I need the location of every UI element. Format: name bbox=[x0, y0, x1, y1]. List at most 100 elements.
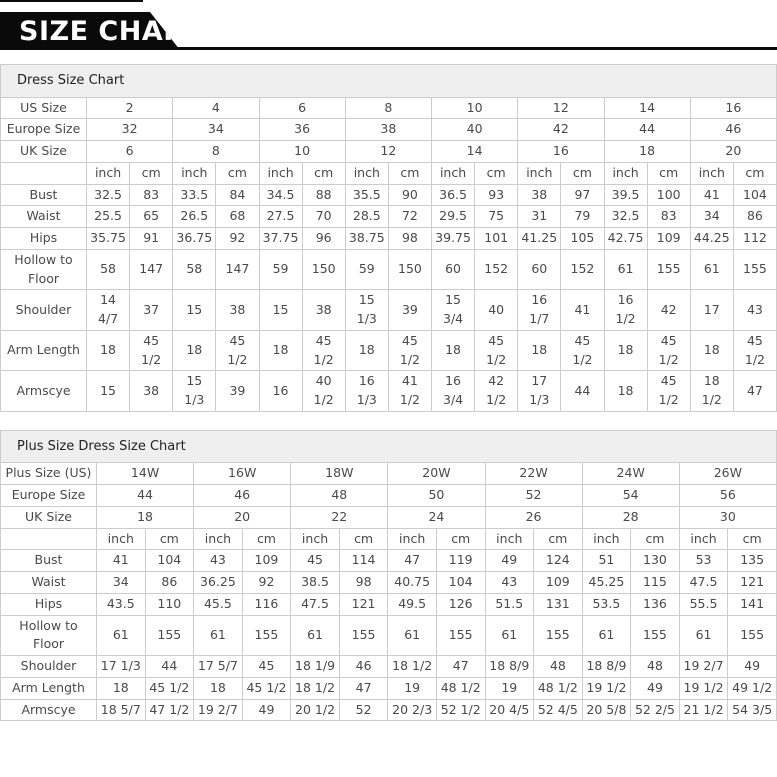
measure-value-cell: 104 bbox=[732, 183, 777, 207]
size-value-cell: 20 bbox=[193, 505, 292, 529]
measure-value-cell: 49.5 bbox=[387, 592, 437, 616]
measure-value-cell: 18 bbox=[193, 676, 243, 700]
unit-header-cell: inch bbox=[96, 527, 146, 551]
measure-row: Armscye 18 5/7 47 1/2 19 2/7 49 20 1/2 52 20 2/… bbox=[0, 698, 777, 722]
unit-header-cell: inch bbox=[172, 161, 217, 185]
measure-value-cell: 45 1/2 bbox=[301, 329, 346, 372]
row-label: Hollow to Floor bbox=[0, 248, 87, 291]
measure-value-cell: 49 1/2 bbox=[727, 676, 777, 700]
measure-value-cell: 41 bbox=[689, 183, 734, 207]
measure-value-cell: 20 1/2 bbox=[290, 698, 340, 722]
measure-value-cell: 41 bbox=[96, 549, 146, 572]
measure-value-cell: 90 bbox=[387, 183, 433, 207]
measure-value-cell: 18 5/7 bbox=[96, 698, 146, 722]
measure-value-cell: 15 bbox=[258, 289, 303, 331]
measure-value-cell: 45 1/2 bbox=[241, 676, 292, 700]
measure-value-cell: 61 bbox=[193, 614, 243, 656]
size-value-cell: 18W bbox=[290, 462, 389, 485]
measure-value-cell: 45 1/2 bbox=[144, 676, 195, 700]
measure-value-cell: 47.5 bbox=[678, 571, 729, 594]
row-label bbox=[0, 161, 87, 185]
unit-header-cell: cm bbox=[129, 161, 174, 185]
measure-value-cell: 155 bbox=[727, 614, 777, 656]
row-label: Hips bbox=[0, 227, 87, 250]
measure-value-cell: 96 bbox=[301, 227, 346, 250]
measure-value-cell: 68 bbox=[215, 205, 260, 228]
measure-value-cell: 48 1/2 bbox=[435, 676, 486, 700]
measure-value-cell: 19 bbox=[484, 676, 535, 700]
size-value-cell: 48 bbox=[290, 484, 389, 507]
measure-value-cell: 29.5 bbox=[430, 205, 476, 228]
table-title-row: Dress Size Chart bbox=[0, 64, 777, 98]
measure-value-cell: 16 1/2 bbox=[603, 289, 648, 331]
measure-value-cell: 136 bbox=[630, 592, 680, 616]
measure-value-cell: 84 bbox=[215, 183, 260, 207]
measure-value-cell: 79 bbox=[560, 205, 605, 228]
measure-value-cell: 17 1/3 bbox=[96, 655, 146, 678]
measure-value-cell: 116 bbox=[241, 592, 292, 616]
measure-value-cell: 126 bbox=[435, 592, 486, 616]
measure-value-cell: 38.5 bbox=[290, 571, 340, 594]
measure-value-cell: 47 bbox=[387, 549, 437, 572]
measure-value-cell: 46 bbox=[338, 655, 389, 678]
size-row: Europe Size 44 46 48 50 52 54 56 bbox=[0, 484, 777, 507]
size-value-cell: 42 bbox=[517, 118, 605, 141]
measure-value-cell: 121 bbox=[727, 571, 777, 594]
table-title: Plus Size Dress Size Chart bbox=[0, 429, 777, 464]
size-value-cell: 32 bbox=[85, 118, 174, 141]
measure-value-cell: 18 8/9 bbox=[581, 655, 632, 678]
measure-value-cell: 83 bbox=[129, 183, 174, 207]
measure-value-cell: 155 bbox=[338, 614, 389, 656]
row-label: UK Size bbox=[0, 140, 87, 163]
unit-header-cell: cm bbox=[435, 527, 486, 551]
row-label: Armscye bbox=[0, 370, 87, 412]
measure-value-cell: 141 bbox=[727, 592, 777, 616]
unit-header-cell: cm bbox=[732, 161, 777, 185]
measure-value-cell: 17 1/3 bbox=[517, 370, 562, 412]
unit-header-cell: inch bbox=[678, 527, 729, 551]
measure-value-cell: 18 8/9 bbox=[484, 655, 535, 678]
measure-value-cell: 37 bbox=[129, 289, 174, 331]
measure-value-cell: 37.75 bbox=[258, 227, 303, 250]
measure-value-cell: 27.5 bbox=[258, 205, 303, 228]
measure-value-cell: 15 bbox=[172, 289, 217, 331]
row-label: Europe Size bbox=[0, 484, 97, 507]
measure-value-cell: 35.75 bbox=[85, 227, 131, 250]
measure-value-cell: 15 bbox=[85, 370, 131, 412]
size-value-cell: 26 bbox=[484, 505, 583, 529]
measure-value-cell: 155 bbox=[533, 614, 583, 656]
size-value-cell: 52 bbox=[484, 484, 583, 507]
measure-value-cell: 45 1/2 bbox=[215, 329, 260, 372]
size-value-cell: 30 bbox=[678, 505, 777, 529]
measure-row: Hollow to Floor 61 155 61 155 61 155 61 155 61 155… bbox=[0, 614, 777, 656]
measure-value-cell: 18 bbox=[344, 329, 389, 372]
size-value-cell: 18 bbox=[95, 505, 195, 529]
row-label: US Size bbox=[0, 96, 87, 120]
unit-header-cell: cm bbox=[533, 527, 583, 551]
measure-value-cell: 45 1/2 bbox=[732, 329, 777, 372]
measure-value-cell: 86 bbox=[732, 205, 777, 228]
row-label: Europe Size bbox=[0, 118, 87, 141]
measure-value-cell: 61 bbox=[387, 614, 437, 656]
measure-value-cell: 53.5 bbox=[581, 592, 632, 616]
unit-header-row: inch cm inch cm inch cm inch cm inch cm inch cm inch… bbox=[0, 161, 777, 185]
measure-value-cell: 55.5 bbox=[678, 592, 729, 616]
size-value-cell: 16 bbox=[689, 96, 777, 120]
measure-value-cell: 25.5 bbox=[85, 205, 131, 228]
measure-value-cell: 44 bbox=[144, 655, 195, 678]
measure-value-cell: 104 bbox=[435, 571, 486, 594]
measure-value-cell: 61 bbox=[290, 614, 340, 656]
measure-value-cell: 61 bbox=[96, 614, 146, 656]
measure-value-cell: 121 bbox=[338, 592, 389, 616]
measure-value-cell: 45 bbox=[290, 549, 340, 572]
measure-value-cell: 18 bbox=[517, 329, 562, 372]
measure-value-cell: 38 bbox=[129, 370, 174, 412]
measure-row: Waist 25.5 65 26.5 68 27.5 70 28.5 72 29.5 75 31 79 3… bbox=[0, 205, 777, 228]
measure-value-cell: 39 bbox=[387, 289, 433, 331]
measure-value-cell: 36.25 bbox=[193, 571, 243, 594]
measure-value-cell: 19 2/7 bbox=[193, 698, 243, 722]
measure-value-cell: 45.5 bbox=[193, 592, 243, 616]
measure-value-cell: 41 bbox=[560, 289, 605, 331]
measure-value-cell: 18 bbox=[430, 329, 476, 372]
measure-value-cell: 41.25 bbox=[517, 227, 562, 250]
